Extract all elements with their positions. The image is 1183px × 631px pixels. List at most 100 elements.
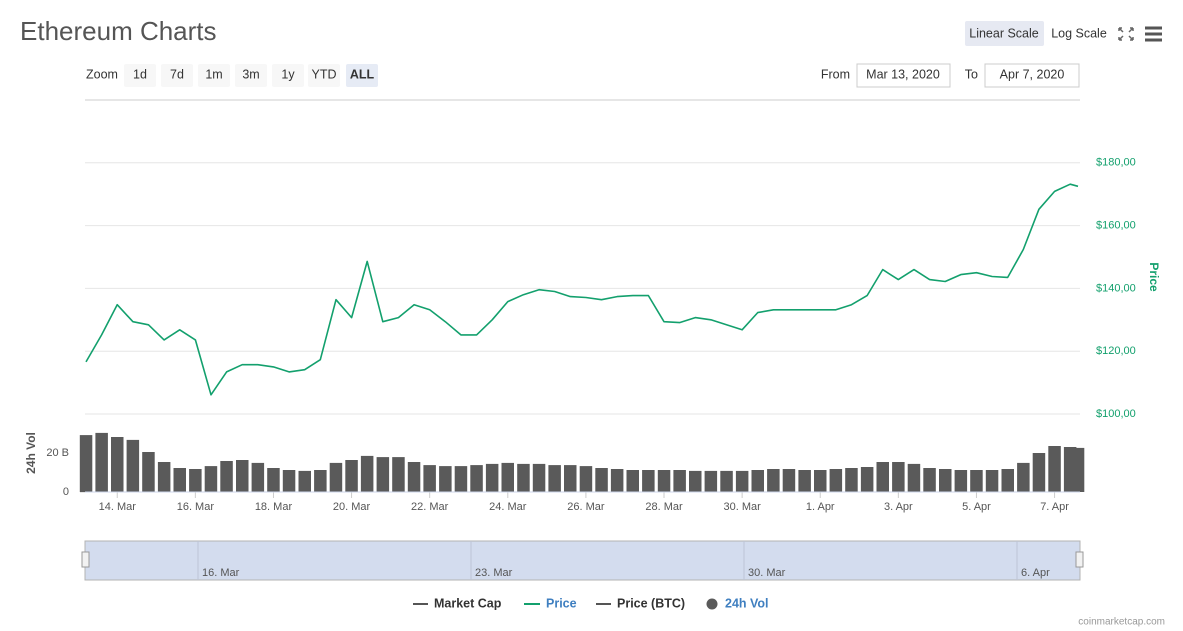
legend-label[interactable]: Market Cap [434,596,502,610]
zoom-label: Zoom [86,67,118,81]
x-tick-label: 14. Mar [99,501,137,513]
zoom-button[interactable] [272,64,304,87]
volume-bar [798,470,811,492]
volume-bar [564,465,577,492]
volume-bar [720,470,733,492]
fullscreen-icon[interactable] [1118,27,1134,41]
menu-icon[interactable] [1145,26,1162,42]
volume-bar [579,466,593,492]
volume-bar [1048,446,1061,492]
volume-bar [751,470,764,492]
zoom-button-label[interactable]: 1y [281,67,295,81]
volume-bar [735,470,749,492]
volume-bar [548,465,561,492]
volume-bar [845,468,858,492]
page-title: Ethereum Charts [20,16,217,46]
y-axis-title: Price [1147,262,1161,292]
zoom-button[interactable] [161,64,193,87]
legend-label[interactable]: 24h Vol [725,596,769,610]
volume-bar [767,469,780,492]
zoom-button-label[interactable]: 3m [242,67,259,81]
volume-bar [814,470,827,492]
zoom-button-label[interactable]: ALL [350,67,375,81]
y-tick-label: $160,00 [1096,220,1136,232]
navigator-label: 16. Mar [202,567,240,579]
volume-bar [485,463,499,492]
volume-bar [970,470,983,492]
volume-bar [939,469,952,492]
log-scale-label[interactable]: Log Scale [1051,26,1107,40]
volume-bar [392,457,405,492]
volume-bar [298,470,311,492]
volume-bar [923,468,936,492]
y-tick-label: $100,00 [1096,408,1136,420]
volume-bar [142,452,155,492]
volume-bar [1071,447,1085,492]
volume-bar [501,462,514,492]
legend-marker[interactable] [706,598,718,610]
legend: Market Cap Price Price (BTC) 24h Vol [413,596,769,610]
volume-bar [173,468,186,492]
legend-label[interactable]: Price [546,596,577,610]
volume-bar [1017,462,1030,492]
navigator[interactable] [84,540,1081,581]
linear-scale-label[interactable]: Linear Scale [969,26,1039,40]
navigator-handle-left[interactable] [81,551,90,568]
from-label: From [821,67,850,81]
zoom-button[interactable] [198,64,230,87]
zoom-button-label[interactable]: 7d [170,67,184,81]
y-axis-title: 24h Vol [24,432,38,474]
zoom-button-label[interactable]: 1m [205,67,222,81]
legend-label[interactable]: Price (BTC) [617,596,685,610]
volume-bar [657,470,671,492]
volume-bar [282,470,296,492]
navigator-handle-right[interactable] [1075,551,1084,568]
volume-bar [314,470,327,492]
volume-bar [782,469,796,492]
x-tick-label: 5. Apr [962,501,991,513]
volume-bar [673,470,686,492]
y-tick-label: $120,00 [1096,345,1136,357]
volume-bar [517,463,530,492]
y-tick-label: $180,00 [1096,157,1136,169]
credit: coinmarketcap.com [1078,617,1165,628]
zoom-button[interactable] [235,64,267,87]
volume-bar [595,468,608,492]
volume-bar [704,470,718,492]
x-tick-label: 20. Mar [333,501,371,513]
x-tick-label: 16. Mar [177,501,215,513]
zoom-button[interactable] [346,64,378,87]
x-tick-label: 18. Mar [255,501,293,513]
volume-bar [1032,453,1046,492]
navigator-label: 23. Mar [475,567,513,579]
volume-bar [689,470,702,492]
to-date[interactable]: Apr 7, 2020 [1000,67,1065,81]
volume-bar [204,466,218,492]
to-input[interactable] [984,63,1080,88]
linear-scale-button[interactable] [965,21,1044,46]
volume-bar [860,467,874,492]
zoom-buttons: 1d 7d 1m 3m 1y YTD ALL [124,64,378,87]
x-tick-label: 30. Mar [723,501,761,513]
from-input[interactable] [856,63,951,88]
volume-bar [79,435,93,492]
zoom-button[interactable] [124,64,156,87]
volume-bar [423,465,436,492]
volume-bar [954,470,968,492]
from-date[interactable]: Mar 13, 2020 [866,67,940,81]
volume-bar [189,469,202,492]
y-tick-label: 20 B [46,447,69,459]
zoom-button[interactable] [308,64,340,87]
zoom-button-label[interactable]: YTD [312,67,337,81]
volume-bar [829,469,843,492]
y-tick-label: 0 [63,486,69,498]
volume-bar [407,462,421,492]
volume-bar [876,462,889,492]
volume-bar [892,462,905,492]
x-tick-label: 28. Mar [645,501,683,513]
zoom-button-label[interactable]: 1d [133,67,147,81]
volume-bar [610,469,624,492]
volume-bar [95,432,108,492]
x-tick-label: 3. Apr [884,501,913,513]
